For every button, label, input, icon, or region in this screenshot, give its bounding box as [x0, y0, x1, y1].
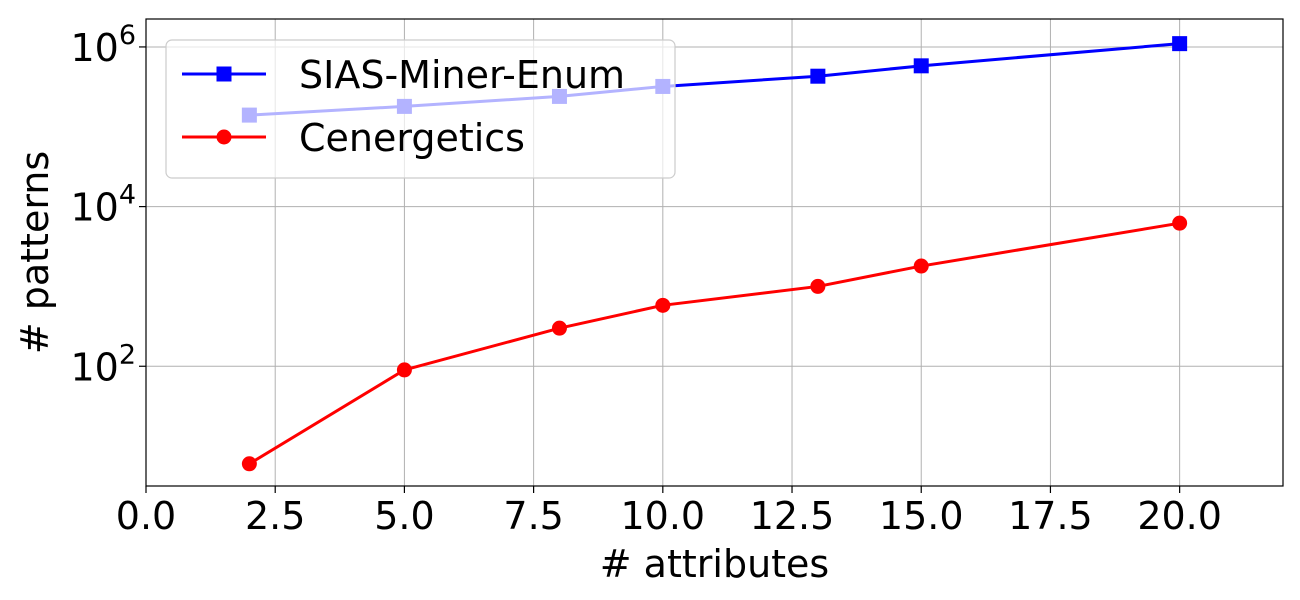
legend-label: SIAS-Miner-Enum — [299, 53, 625, 97]
legend-label: Cenergetics — [299, 116, 525, 160]
data-point — [913, 58, 929, 74]
y-axis-ticks: 102 104 106 — [70, 20, 146, 389]
x-tick-label: 2.5 — [245, 494, 305, 538]
x-tick-label: 5.0 — [374, 494, 434, 538]
data-point — [810, 278, 826, 294]
x-tick-label: 17.5 — [1008, 494, 1093, 538]
y-tick-label: 104 — [70, 180, 136, 230]
legend-marker — [216, 66, 232, 82]
y-tick-label: 106 — [70, 20, 136, 70]
x-tick-label: 15.0 — [879, 494, 964, 538]
x-tick-label: 7.5 — [503, 494, 563, 538]
data-point — [551, 320, 567, 336]
y-tick-label: 102 — [70, 339, 136, 389]
x-tick-label: 20.0 — [1137, 494, 1222, 538]
legend-item: Cenergetics — [182, 116, 525, 160]
series-1 — [241, 215, 1188, 472]
x-axis-ticks: 0.0 2.5 5.0 7.5 10.0 12.5 15.0 17.5 20.0 — [116, 486, 1222, 538]
data-point — [655, 297, 671, 313]
x-axis-label: # attributes — [600, 542, 829, 586]
x-tick-label: 10.0 — [621, 494, 706, 538]
x-tick-label: 0.0 — [116, 494, 176, 538]
data-point — [913, 258, 929, 274]
data-point — [810, 68, 826, 84]
legend-item: SIAS-Miner-Enum — [182, 53, 625, 97]
data-point — [1172, 36, 1188, 52]
data-point — [396, 362, 412, 378]
data-point — [1172, 215, 1188, 231]
legend-box — [165, 39, 676, 179]
y-axis-label: # patterns — [13, 151, 57, 354]
legend-marker — [216, 129, 232, 145]
legend: SIAS-Miner-Enum Cenergetics — [165, 39, 676, 179]
x-tick-label: 12.5 — [750, 494, 835, 538]
plot-frame — [145, 18, 1284, 487]
data-point — [241, 456, 257, 472]
series-line — [248, 221, 1180, 466]
